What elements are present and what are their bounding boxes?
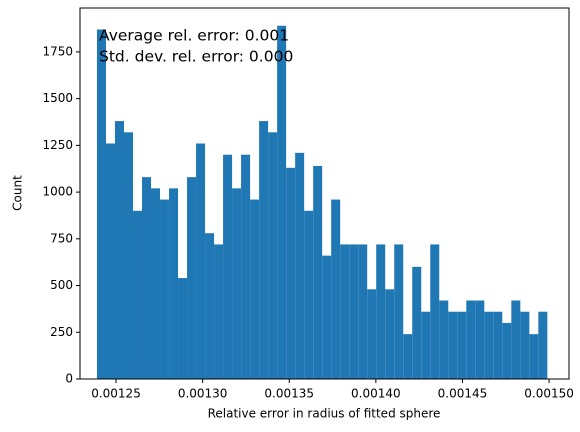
bar	[214, 244, 224, 379]
bar	[304, 210, 314, 379]
y-tick-label: 1000	[42, 185, 73, 199]
bar	[358, 244, 368, 379]
bar	[493, 311, 503, 379]
bar	[439, 300, 449, 379]
y-tick-label: 1750	[42, 44, 73, 58]
bar	[223, 154, 233, 379]
y-tick-label: 1500	[42, 91, 73, 105]
x-tick-label: 0.00145	[438, 387, 488, 401]
x-tick-label: 0.00140	[351, 387, 401, 401]
bar	[448, 311, 458, 379]
bar	[178, 278, 188, 379]
bar	[259, 121, 269, 380]
bar	[268, 132, 278, 379]
y-tick-label: 1250	[42, 138, 73, 152]
bar	[96, 29, 106, 379]
bar	[160, 199, 170, 379]
bar	[529, 334, 539, 379]
bar	[412, 266, 422, 379]
bar	[538, 311, 548, 379]
plot-frame	[79, 7, 570, 380]
bar	[123, 132, 134, 379]
bar	[105, 143, 115, 379]
bar	[196, 143, 206, 379]
bar	[322, 255, 332, 379]
bar	[457, 311, 467, 379]
bar	[502, 322, 512, 379]
bar	[520, 311, 530, 379]
bar	[376, 244, 386, 379]
annotation: Average rel. error: 0.001	[99, 27, 289, 45]
bar	[349, 244, 359, 379]
bar	[187, 177, 197, 379]
bar	[232, 188, 242, 379]
annotation: Std. dev. rel. error: 0.000	[99, 48, 293, 66]
x-axis-label: Relative error in radius of fitted spher…	[208, 407, 441, 421]
bar	[511, 300, 521, 379]
bar	[394, 244, 404, 379]
y-tick-label: 500	[50, 278, 73, 292]
bar	[466, 300, 476, 379]
bar	[475, 300, 485, 379]
bar	[114, 121, 124, 380]
bar	[430, 244, 440, 379]
bar	[484, 311, 494, 379]
bar	[169, 188, 179, 379]
bar	[340, 244, 350, 379]
bar	[133, 210, 143, 379]
x-tick-label: 0.00150	[524, 387, 574, 401]
y-tick-label: 0	[65, 372, 73, 386]
y-tick-label: 250	[50, 325, 73, 339]
bar	[313, 165, 323, 379]
y-axis-label: Count	[11, 175, 25, 211]
bar	[403, 334, 413, 379]
bar	[241, 154, 251, 379]
bar	[421, 311, 431, 379]
bar	[331, 199, 341, 379]
bar	[151, 188, 161, 379]
bar	[286, 167, 296, 379]
bar	[295, 152, 305, 379]
x-tick-label: 0.00125	[91, 387, 141, 401]
bar	[142, 177, 152, 379]
bar	[277, 25, 287, 379]
bar	[367, 289, 377, 379]
y-tick-label: 750	[50, 231, 73, 245]
bar	[205, 233, 215, 379]
x-tick-label: 0.00130	[178, 387, 228, 401]
bar	[385, 289, 395, 379]
bar	[250, 199, 260, 379]
x-tick-label: 0.00135	[264, 387, 314, 401]
